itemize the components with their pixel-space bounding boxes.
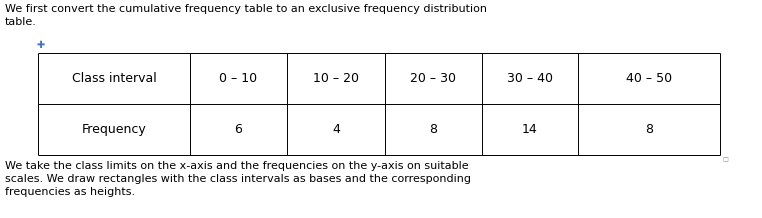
Text: Frequency: Frequency	[82, 123, 146, 136]
Text: 10 – 20: 10 – 20	[313, 72, 359, 85]
Text: 8: 8	[645, 123, 653, 136]
Text: 30 – 40: 30 – 40	[507, 72, 553, 85]
Text: 40 – 50: 40 – 50	[626, 72, 672, 85]
Text: 0 – 10: 0 – 10	[219, 72, 258, 85]
Text: Class interval: Class interval	[72, 72, 156, 85]
Text: 4: 4	[332, 123, 340, 136]
Text: 8: 8	[430, 123, 437, 136]
Text: 6: 6	[235, 123, 242, 136]
Text: We take the class limits on the x-axis and the frequencies on the y-axis on suit: We take the class limits on the x-axis a…	[5, 161, 471, 197]
Text: 20 – 30: 20 – 30	[411, 72, 456, 85]
Text: 14: 14	[522, 123, 538, 136]
Text: ✚: ✚	[36, 40, 44, 50]
Text: We first convert the cumulative frequency table to an exclusive frequency distri: We first convert the cumulative frequenc…	[5, 4, 487, 27]
Text: □: □	[722, 157, 728, 162]
